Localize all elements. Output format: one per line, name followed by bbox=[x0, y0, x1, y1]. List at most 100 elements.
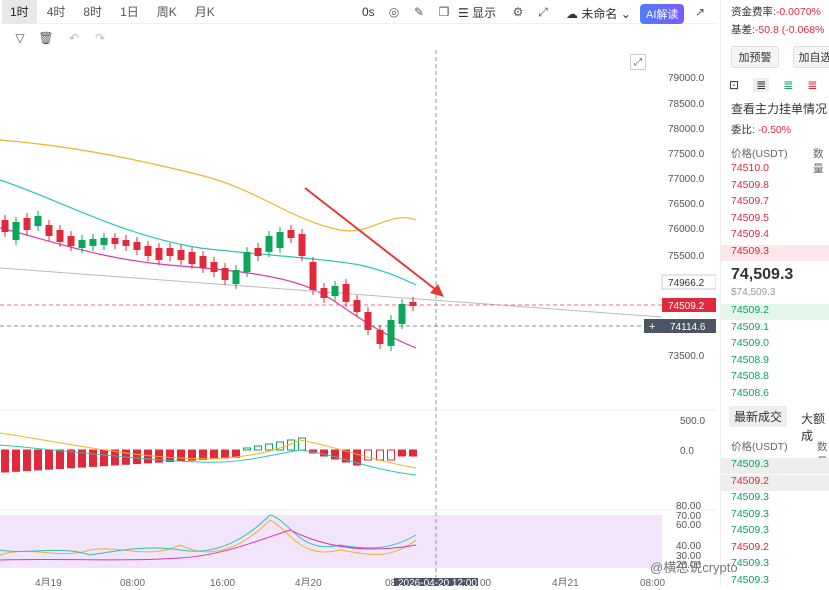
undo-icon[interactable]: ↶ bbox=[68, 31, 80, 45]
bids-row[interactable]: 74509.0 bbox=[731, 337, 769, 349]
candle-body bbox=[89, 239, 97, 246]
timeframe-4[interactable]: 周K bbox=[156, 5, 177, 19]
price-tick: 76500.0 bbox=[668, 199, 705, 210]
macd-bar bbox=[376, 449, 384, 461]
timeframe-3[interactable]: 1日 bbox=[120, 5, 139, 19]
crosshair-time-bg bbox=[394, 578, 478, 586]
col-price: 价格(USDT) bbox=[731, 148, 788, 160]
time-tick: 4月20 bbox=[295, 577, 322, 586]
timeframe-1[interactable]: 4时 bbox=[46, 5, 66, 19]
macd-bar bbox=[265, 443, 273, 451]
candle-body bbox=[254, 248, 262, 256]
expand-icon[interactable]: ⤢ bbox=[630, 54, 646, 70]
share-icon[interactable]: ↗ bbox=[694, 5, 706, 19]
timeframe-0[interactable]: 1时 bbox=[2, 0, 37, 24]
macd-bar bbox=[133, 449, 141, 465]
macd-bar bbox=[353, 449, 361, 466]
asks-row[interactable]: 74509.5 bbox=[731, 211, 769, 224]
redo-icon[interactable]: ↷ bbox=[94, 31, 106, 45]
ai-button[interactable]: AI解读 bbox=[640, 4, 685, 24]
eye-icon: ☰ bbox=[458, 5, 469, 20]
bids-row[interactable]: 74509.2 bbox=[721, 304, 829, 320]
trade-row: 74509.3 bbox=[731, 507, 769, 520]
trade-row: 74509.3 bbox=[731, 573, 769, 586]
trade-row: 74509.2 bbox=[721, 474, 829, 491]
rsi-tick: 30.00 bbox=[676, 551, 701, 562]
candle-body bbox=[309, 262, 317, 290]
basis-label: 基差: bbox=[731, 24, 755, 36]
orderbook-both-icon[interactable]: ⊡ bbox=[729, 78, 740, 92]
filter-icon[interactable]: ▽ bbox=[15, 31, 25, 45]
time-tick: 00 bbox=[480, 578, 492, 586]
time-tick: 08 bbox=[385, 578, 397, 586]
orderbook-title[interactable]: 查看主力挂单情况 bbox=[731, 102, 828, 116]
candle-body bbox=[78, 240, 86, 248]
cross-price-tag-text: 74114.6 bbox=[670, 322, 706, 333]
macd-bar bbox=[34, 449, 42, 471]
gear-icon[interactable]: ⚙ bbox=[512, 5, 524, 19]
price-tick: 79000.0 bbox=[668, 73, 705, 84]
macd-dif bbox=[0, 444, 417, 476]
candle-body bbox=[276, 232, 284, 248]
macd-bar bbox=[398, 449, 406, 457]
asks-row[interactable]: 74509.4 bbox=[731, 228, 769, 240]
macd-bar bbox=[364, 449, 372, 461]
time-tick: 4月21 bbox=[552, 577, 579, 586]
candle-body bbox=[100, 238, 108, 245]
candle-body bbox=[111, 238, 119, 244]
asks-row[interactable]: 74509.7 bbox=[731, 195, 769, 207]
macd-bar bbox=[409, 449, 417, 457]
col-qty: 数量 bbox=[813, 148, 824, 175]
add-watchlist-button[interactable]: 加自选 bbox=[793, 46, 829, 68]
orderbook-asks-icon[interactable]: ≣ bbox=[807, 78, 818, 92]
camera-icon[interactable]: ◎ bbox=[388, 5, 400, 19]
time-tick: 4月19 bbox=[35, 577, 62, 586]
timeframe-2[interactable]: 8时 bbox=[83, 5, 103, 19]
copy-icon[interactable]: ❐ bbox=[438, 5, 450, 19]
funding-label: 资金费率: bbox=[731, 6, 776, 18]
macd-bar bbox=[276, 441, 284, 451]
pencil-icon[interactable]: ✎ bbox=[413, 5, 425, 19]
orderbook-bids-icon[interactable]: ≣ bbox=[783, 78, 794, 92]
ratio-label: 委比: bbox=[731, 124, 755, 136]
candle-body bbox=[342, 284, 350, 302]
ratio-value: -0.50% bbox=[757, 124, 792, 136]
macd-bar bbox=[23, 449, 31, 472]
plus-icon[interactable]: + bbox=[649, 321, 655, 333]
tab-latest-trades[interactable]: 最新成交 bbox=[729, 406, 788, 427]
candle-body bbox=[221, 268, 229, 280]
ma-tag bbox=[661, 274, 716, 290]
add-alert-button[interactable]: 加预警 bbox=[731, 46, 779, 68]
bids-row[interactable]: 74509.1 bbox=[731, 320, 769, 333]
candle-body bbox=[155, 248, 163, 260]
orderbook-split-icon[interactable]: ≣ bbox=[753, 78, 770, 92]
cross-price-tag[interactable] bbox=[644, 319, 716, 333]
price-tick: 76000.0 bbox=[668, 224, 705, 235]
chart-canvas[interactable]: 79000.0 78500.0 78000.0 77500.0 77000.0 76500… bbox=[0, 50, 716, 586]
trash-icon[interactable]: 🗑 bbox=[38, 31, 54, 45]
candle-body bbox=[12, 222, 20, 240]
macd-dea bbox=[0, 432, 417, 469]
tab-large-trades[interactable]: 大额成 bbox=[801, 412, 826, 443]
bids-row[interactable]: 74508.6 bbox=[731, 386, 769, 399]
asks-row[interactable]: 74509.3 bbox=[721, 244, 829, 261]
rsi-band bbox=[0, 515, 662, 568]
asks-row[interactable]: 74510.0 bbox=[731, 162, 769, 174]
price-axis: 79000.0 78500.0 78000.0 77500.0 77000.0 76500… bbox=[668, 73, 705, 571]
bids-row[interactable]: 74508.9 bbox=[731, 353, 769, 366]
timeframe-5[interactable]: 月K bbox=[194, 5, 215, 19]
candle-body bbox=[232, 270, 240, 284]
asks-row[interactable]: 74509.8 bbox=[731, 178, 769, 191]
display-toggle[interactable]: ☰ 显示 bbox=[458, 4, 496, 21]
trend-line bbox=[0, 267, 663, 318]
layout-dropdown[interactable]: ☁ 未命名 ⌄ bbox=[566, 5, 631, 22]
rsi-line-2 bbox=[0, 514, 417, 556]
last-price-tag bbox=[662, 298, 716, 312]
time-tick: 08:00 bbox=[120, 578, 145, 586]
basis-value: -50.8 (-0.068% bbox=[754, 24, 825, 36]
price-tick: 78500.0 bbox=[668, 99, 705, 110]
fullscreen-icon[interactable]: ⤢ bbox=[538, 4, 548, 19]
bids-row[interactable]: 74508.8 bbox=[731, 370, 769, 382]
countdown: 0s bbox=[362, 5, 375, 19]
rsi-tick: 70.00 bbox=[676, 511, 701, 522]
